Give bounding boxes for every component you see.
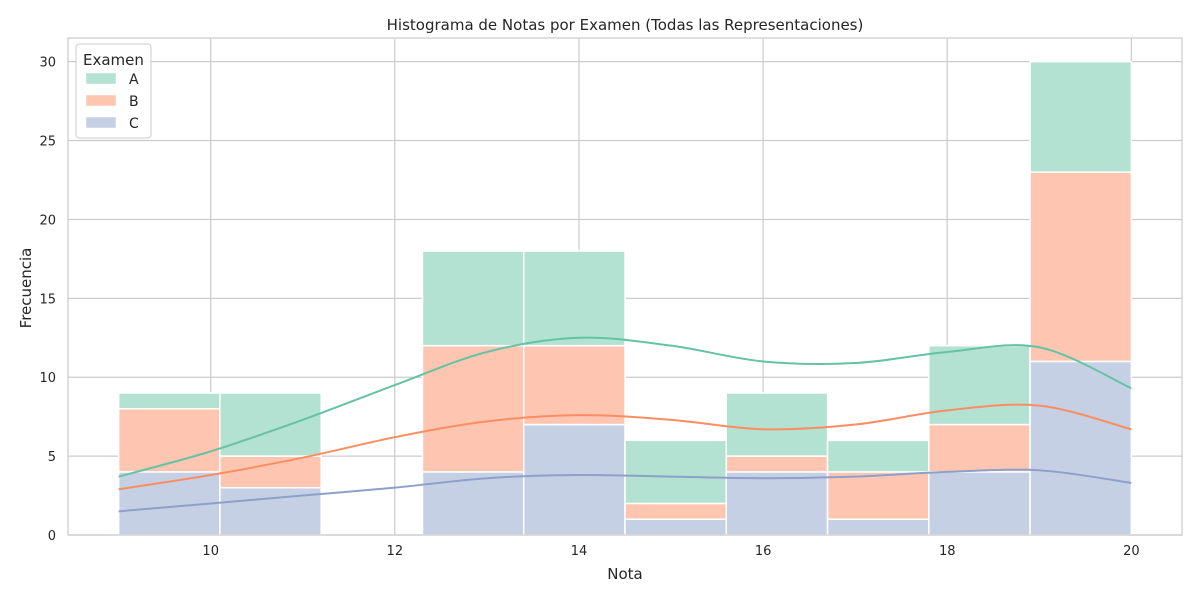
- bar-b: [219, 455, 322, 489]
- x-tick-label: 14: [571, 544, 588, 559]
- bar-a: [117, 392, 221, 410]
- legend-swatch-a: [85, 72, 117, 85]
- x-axis-ticks: 10 12 14 16 18 20: [202, 544, 1139, 559]
- legend-items: ABC: [85, 72, 139, 132]
- legend: Examen ABC: [75, 43, 152, 139]
- bar-a: [1029, 60, 1133, 173]
- plot-frame: [67, 37, 1183, 536]
- legend-label-a: A: [129, 72, 139, 88]
- y-axis-label: Frecuencia: [17, 248, 35, 329]
- y-axis-ticks: 0 5 10 15 20 25 30: [39, 56, 56, 544]
- legend-label-b: B: [129, 94, 139, 110]
- bar-b: [421, 344, 525, 473]
- bar-a: [826, 439, 930, 473]
- bar-a: [928, 344, 1031, 426]
- bar-b: [624, 502, 728, 520]
- legend-swatch-b: [85, 94, 117, 107]
- legend-swatch-c: [85, 116, 117, 129]
- legend-label-c: C: [129, 116, 139, 132]
- x-tick-label: 20: [1123, 544, 1140, 559]
- bar-c: [624, 518, 728, 536]
- legend-box: [75, 43, 152, 139]
- y-tick-label: 15: [39, 292, 56, 307]
- legend-title: Examen: [83, 51, 144, 69]
- kde-curves: [118, 336, 1132, 513]
- y-tick-label: 20: [39, 213, 56, 228]
- kde-line-b: [118, 403, 1132, 491]
- bar-b: [117, 408, 221, 473]
- kde-line-a: [118, 336, 1132, 478]
- bar-a: [421, 250, 525, 347]
- bar-c: [928, 471, 1031, 536]
- y-tick-label: 30: [39, 56, 56, 71]
- x-tick-label: 10: [202, 544, 219, 559]
- bar-a: [219, 392, 322, 457]
- bar-c: [725, 471, 829, 536]
- bar-c: [522, 423, 626, 536]
- bar-b: [1029, 171, 1133, 363]
- bar-b: [522, 344, 626, 426]
- x-axis-label: Nota: [607, 565, 642, 583]
- bar-b: [826, 471, 930, 520]
- y-tick-label: 25: [39, 135, 56, 150]
- y-tick-label: 0: [48, 529, 56, 544]
- x-tick-label: 12: [387, 544, 404, 559]
- bar-b: [928, 423, 1031, 473]
- bar-a: [624, 439, 728, 505]
- x-tick-label: 18: [939, 544, 956, 559]
- y-tick-label: 5: [48, 450, 56, 465]
- x-tick-label: 16: [755, 544, 772, 559]
- bar-b: [725, 455, 829, 473]
- bar-c: [421, 471, 525, 536]
- bar-c: [1029, 360, 1133, 536]
- bar-a: [522, 250, 626, 347]
- chart-title: Histograma de Notas por Examen (Todas la…: [387, 16, 864, 34]
- bar-a: [725, 392, 829, 457]
- bar-c: [826, 518, 930, 536]
- kde-line-c: [118, 468, 1132, 513]
- y-tick-label: 10: [39, 371, 56, 386]
